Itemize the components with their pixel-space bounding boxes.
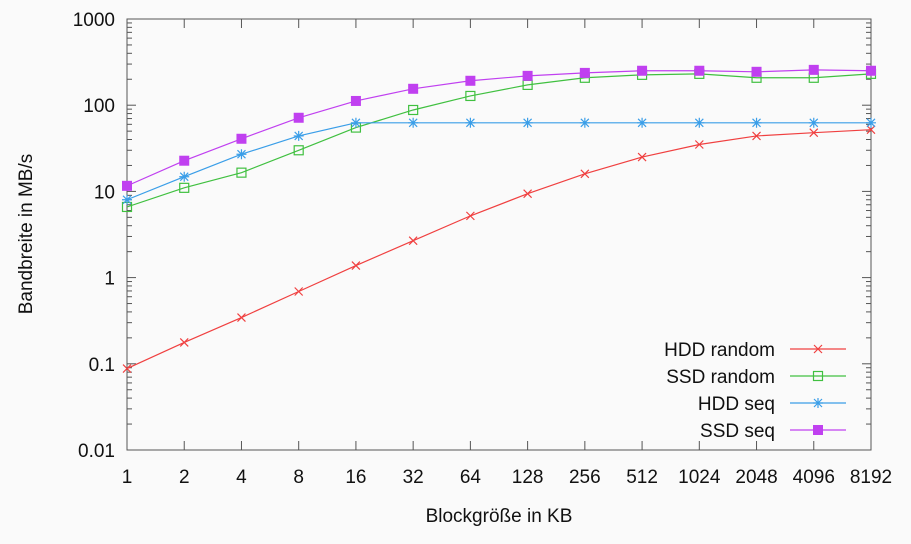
legend-label: SSD seq [700, 421, 775, 442]
data-point [179, 155, 190, 166]
series-line [126, 129, 872, 370]
x-tick-label: 2048 [735, 467, 777, 488]
x-tick-label: 1024 [678, 467, 721, 488]
data-point [408, 83, 419, 94]
data-point [813, 344, 823, 354]
data-point [408, 104, 419, 116]
x-tick-label: 4096 [793, 467, 835, 488]
x-tick-label: 2 [179, 467, 190, 488]
data-point [751, 66, 762, 77]
data-point [122, 364, 132, 374]
y-tick-label: 10 [94, 182, 115, 203]
data-point [122, 180, 132, 191]
x-tick-label: 32 [403, 467, 424, 488]
data-point [812, 370, 824, 382]
legend: HDD random SSD random HDD seq SSD seq [664, 340, 846, 442]
data-point [351, 261, 361, 270]
x-axis-label: Blockgröße in KB [426, 506, 573, 527]
y-tick-label: 100 [83, 96, 115, 117]
y-axis-label: Bandbreite in MB/s [16, 154, 37, 315]
x-tick-label: 4 [236, 467, 247, 488]
data-point [350, 95, 361, 106]
series-line [126, 122, 871, 201]
series-line [126, 69, 872, 187]
series-ssd-seq [122, 64, 876, 191]
data-point [293, 145, 304, 156]
x-tick-label: 64 [460, 467, 482, 488]
x-tick-label: 8 [293, 467, 304, 488]
data-point [523, 189, 533, 199]
data-point [179, 338, 189, 347]
data-point [465, 90, 476, 102]
series-hdd-random [122, 125, 876, 374]
data-point [866, 117, 876, 128]
data-point [808, 117, 819, 128]
data-point [236, 167, 247, 178]
y-tick-label: 1000 [73, 10, 115, 31]
series-hdd-seq [122, 117, 876, 205]
data-point [808, 64, 819, 75]
data-point [465, 117, 476, 128]
data-point [866, 65, 876, 76]
plot-frame [126, 18, 872, 451]
x-tick-label: 16 [345, 467, 366, 488]
x-tick-label: 128 [512, 467, 544, 488]
data-point [637, 65, 648, 76]
data-point [579, 67, 590, 78]
data-point [580, 169, 590, 179]
y-tick-label: 1 [104, 269, 115, 290]
x-tick-label: 8192 [850, 467, 892, 488]
data-point [408, 236, 418, 246]
data-point [694, 117, 705, 128]
data-point [408, 117, 419, 128]
data-point [751, 117, 762, 128]
data-point [813, 425, 823, 435]
legend-label: HDD seq [698, 394, 775, 415]
data-point [752, 131, 761, 141]
data-point [350, 117, 361, 128]
data-point [294, 287, 304, 296]
data-point [179, 182, 190, 193]
legend-label: HDD random [664, 340, 775, 361]
y-tick-label: 0.1 [89, 355, 115, 376]
data-point [465, 211, 475, 221]
series-layer [121, 64, 877, 374]
data-point [236, 133, 247, 144]
data-point [293, 130, 304, 141]
y-tick-label: 0.01 [78, 441, 115, 462]
data-point [809, 128, 819, 138]
data-point [813, 398, 823, 408]
data-point [694, 140, 704, 149]
data-point [236, 149, 247, 160]
data-point [579, 117, 590, 128]
data-point [866, 125, 876, 135]
data-point [637, 117, 648, 128]
data-point [637, 152, 647, 162]
data-point [179, 171, 190, 182]
y-axis: 0.01 0.1 1 10 100 1000 [73, 10, 871, 462]
x-tick-label: 512 [626, 467, 658, 488]
data-point [522, 117, 533, 128]
data-point [237, 313, 246, 322]
x-tick-label: 256 [569, 467, 601, 488]
data-point [465, 75, 476, 86]
data-point [122, 194, 132, 205]
data-point [522, 70, 533, 81]
series-ssd-random [121, 68, 877, 213]
data-point [694, 65, 705, 76]
data-point [293, 112, 304, 123]
legend-label: SSD random [666, 367, 775, 388]
x-axis: 1 2 4 8 16 32 64 128 256 512 1024 2048 4096 8192 [122, 19, 892, 488]
series-line [126, 73, 872, 208]
x-tick-label: 1 [122, 467, 133, 488]
